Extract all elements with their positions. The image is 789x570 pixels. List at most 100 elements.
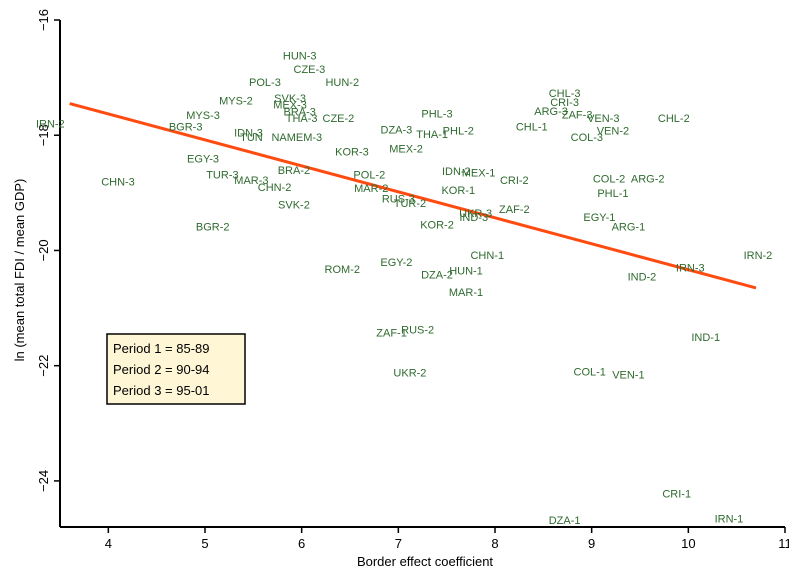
- point-label: VEN-2: [597, 126, 629, 138]
- point-label: RUS-2: [401, 324, 434, 336]
- point-label: ARG-2: [631, 173, 665, 185]
- fit-line: [69, 102, 757, 290]
- legend-box: [106, 333, 246, 405]
- point-label: IRN-2: [744, 250, 773, 262]
- point-label: UKR-2: [393, 368, 426, 380]
- point-label: POL-2: [353, 169, 385, 181]
- point-label: ARG-1: [612, 221, 646, 233]
- point-label: UKR-3: [459, 208, 492, 220]
- point-label: CHL-3: [549, 88, 581, 100]
- plot-area: [59, 20, 785, 528]
- x-tick-label: 7: [395, 536, 402, 551]
- point-label: IRN-1: [715, 513, 744, 525]
- point-label: ZAF-1: [376, 327, 407, 339]
- point-label: IRN-2: [36, 119, 65, 131]
- point-label: CHL-1: [516, 122, 548, 134]
- point-label: IND-1: [691, 332, 720, 344]
- point-label: BRA-3: [284, 107, 316, 119]
- point-label: SVK-2: [278, 199, 310, 211]
- point-label: CRI-3: [550, 97, 579, 109]
- point-label: CHL-2: [658, 113, 690, 125]
- y-tick-label: −22: [36, 355, 51, 377]
- point-label: MEX-1: [462, 168, 496, 180]
- point-label: PHL-3: [421, 108, 452, 120]
- point-label: COL-2: [593, 173, 625, 185]
- point-label: TUN: [240, 132, 263, 144]
- point-label: IND-2: [628, 271, 657, 283]
- point-label: ROM-2: [325, 264, 360, 276]
- point-label: THA-1: [416, 129, 448, 141]
- point-label: KOR-1: [441, 185, 475, 197]
- point-label: VEN-3: [587, 113, 619, 125]
- point-label: ZAF-3: [562, 109, 593, 121]
- y-axis-label: ln (mean total FDI / mean GDP): [12, 179, 27, 362]
- point-label: IRN-3: [676, 263, 705, 275]
- point-label: KOR-3: [335, 146, 369, 158]
- y-tick-label: −24: [36, 470, 51, 492]
- x-tick-label: 10: [681, 536, 695, 551]
- point-label: ZAF-2: [499, 204, 530, 216]
- point-label: CHN-1: [470, 250, 504, 262]
- point-label: IND-3: [459, 212, 488, 224]
- x-tick-label: 6: [298, 536, 305, 551]
- y-tick-label: −18: [36, 124, 51, 146]
- point-label: PHL-1: [597, 188, 628, 200]
- point-label: SVK-3: [274, 93, 306, 105]
- point-label: HUN-3: [283, 51, 317, 63]
- point-label: TUR-2: [394, 198, 426, 210]
- point-label: CZE-2: [323, 113, 355, 125]
- point-label: MAR-2: [354, 183, 388, 195]
- point-label: MAR-1: [449, 287, 483, 299]
- x-tick-label: 5: [201, 536, 208, 551]
- point-label: MEX-2: [389, 143, 423, 155]
- y-tick-label: −16: [36, 9, 51, 31]
- point-label: DZA-3: [381, 124, 413, 136]
- x-tick-label: 11: [778, 536, 789, 551]
- point-label: DZA-2: [421, 270, 453, 282]
- point-label: EGY-2: [380, 257, 412, 269]
- point-label: CRI-2: [500, 175, 529, 187]
- point-label: PHL-2: [443, 126, 474, 138]
- fit-line-group: [69, 102, 757, 290]
- point-label: VEN-1: [612, 369, 644, 381]
- point-label: TUR-3: [206, 169, 238, 181]
- point-label: COL-3: [571, 132, 603, 144]
- point-label: DZA-1: [549, 515, 581, 527]
- point-label: CZE-3: [294, 64, 326, 76]
- point-label: MYS-2: [219, 96, 253, 108]
- point-label: MAR-3: [234, 175, 268, 187]
- y-tick-label: −20: [36, 239, 51, 261]
- legend: Period 1 = 85-89 Period 2 = 90-94 Period 3…: [106, 333, 246, 405]
- point-label: NAMEM-3: [271, 132, 322, 144]
- point-label: RUS-3: [382, 194, 415, 206]
- point-label: POL-3: [249, 77, 281, 89]
- point-label: ARG-3: [534, 106, 568, 118]
- point-label: HUN-2: [325, 77, 359, 89]
- point-label: CHN-2: [258, 182, 292, 194]
- point-label: IDN-2: [442, 166, 471, 178]
- point-label: BRA-2: [278, 165, 310, 177]
- legend-item: Period 3 = 95-01: [113, 383, 209, 398]
- point-label: MYS-3: [186, 110, 220, 122]
- point-label: THA-3: [286, 113, 318, 125]
- x-tick-label: 4: [105, 536, 112, 551]
- point-label: IDN-3: [234, 127, 263, 139]
- point-label: COL-1: [574, 366, 606, 378]
- point-label: HUN-1: [449, 266, 483, 278]
- x-axis-label: Border effect coefficient: [357, 554, 493, 569]
- legend-item: Period 1 = 85-89: [113, 341, 209, 356]
- point-label: CRI-1: [662, 489, 691, 501]
- x-tick-label: 9: [588, 536, 595, 551]
- x-tick-label: 8: [491, 536, 498, 551]
- point-label: CHN-3: [101, 176, 135, 188]
- point-label: BGR-2: [196, 221, 230, 233]
- point-label: KOR-2: [420, 220, 454, 232]
- point-label: EGY-1: [583, 212, 615, 224]
- point-label: BGR-3: [169, 122, 203, 134]
- legend-item: Period 2 = 90-94: [113, 362, 209, 377]
- point-label: MEX-3: [273, 100, 307, 112]
- point-label: EGY-3: [187, 153, 219, 165]
- x-axis: 4 5 6 7 8 9 10 11: [105, 527, 789, 551]
